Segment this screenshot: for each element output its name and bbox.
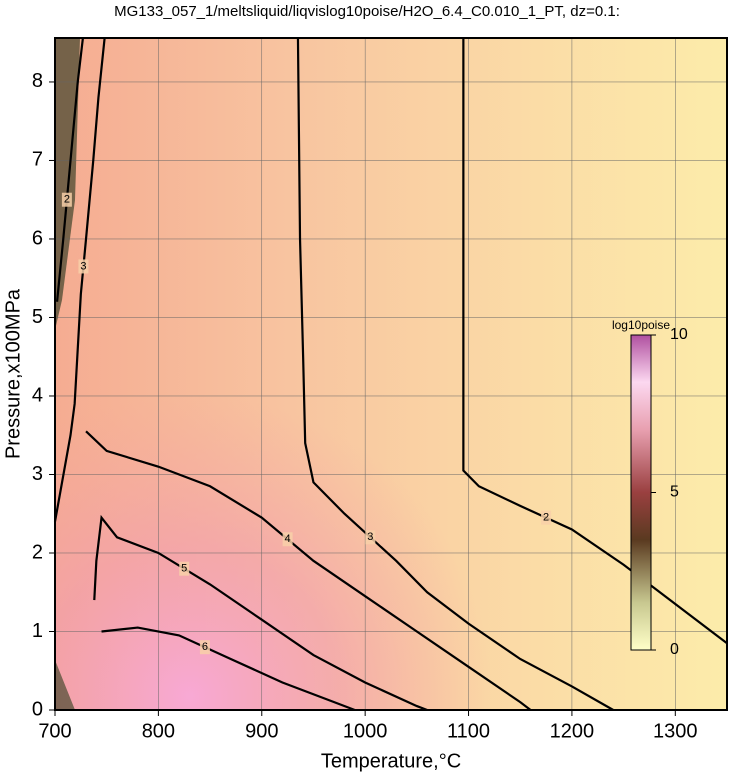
colorbar: [630, 334, 652, 651]
y-tick-label: 6: [32, 227, 43, 249]
y-tick-label: 3: [32, 463, 43, 485]
x-tick-label: 1200: [550, 720, 595, 742]
contour-label: 6: [202, 641, 208, 653]
contour-label-bg: [61, 192, 72, 207]
contour-label-bg: [179, 561, 190, 576]
contour-line: [85, 430, 532, 711]
colorbar-tick-label: 5: [670, 484, 679, 501]
colorbar-label: log10poise: [612, 318, 670, 332]
y-axis-label: Pressure,x100MPa: [2, 288, 24, 459]
chart-title: MG133_057_1/meltsliquid/liqvislog10poise…: [114, 3, 620, 20]
colorbar-tick-label: 0: [670, 641, 679, 658]
contour-label-bg: [541, 510, 552, 525]
x-tick-label: 700: [38, 720, 71, 742]
contour-label: 2: [543, 512, 549, 524]
x-tick-label: 1000: [343, 720, 388, 742]
field-shade: [55, 38, 727, 710]
x-tick-label: 1100: [447, 720, 490, 742]
y-tick-label: 4: [32, 384, 43, 406]
colorbar-tick-label: 10: [670, 326, 688, 343]
dark-corner: [55, 660, 75, 710]
contour-label-bg: [365, 530, 376, 545]
contour-label-bg: [199, 640, 210, 655]
y-tick-label: 5: [32, 306, 43, 328]
contour-label: 2: [64, 194, 70, 206]
y-tick-label: 2: [32, 541, 43, 563]
y-tick-label: 8: [32, 70, 43, 92]
contour-label-bg: [78, 259, 89, 274]
contour-label: 3: [367, 531, 373, 543]
contour-line: [93, 514, 428, 712]
y-tick-label: 1: [32, 620, 43, 642]
y-tick-label: 7: [32, 149, 43, 171]
x-axis-label: Temperature,°C: [321, 750, 461, 772]
contour-label-bg: [282, 532, 293, 547]
x-tick-label: 800: [142, 720, 175, 742]
contour-line: [101, 626, 356, 712]
x-tick-label: 1300: [653, 720, 698, 742]
contour-line: [55, 37, 85, 302]
x-tick-label: 900: [245, 720, 278, 742]
contour-label: 4: [285, 533, 291, 545]
y-tick-label: 0: [32, 698, 43, 720]
contour-label: 3: [80, 260, 86, 272]
contour-label: 5: [181, 563, 187, 575]
plot-frame: [54, 37, 728, 711]
